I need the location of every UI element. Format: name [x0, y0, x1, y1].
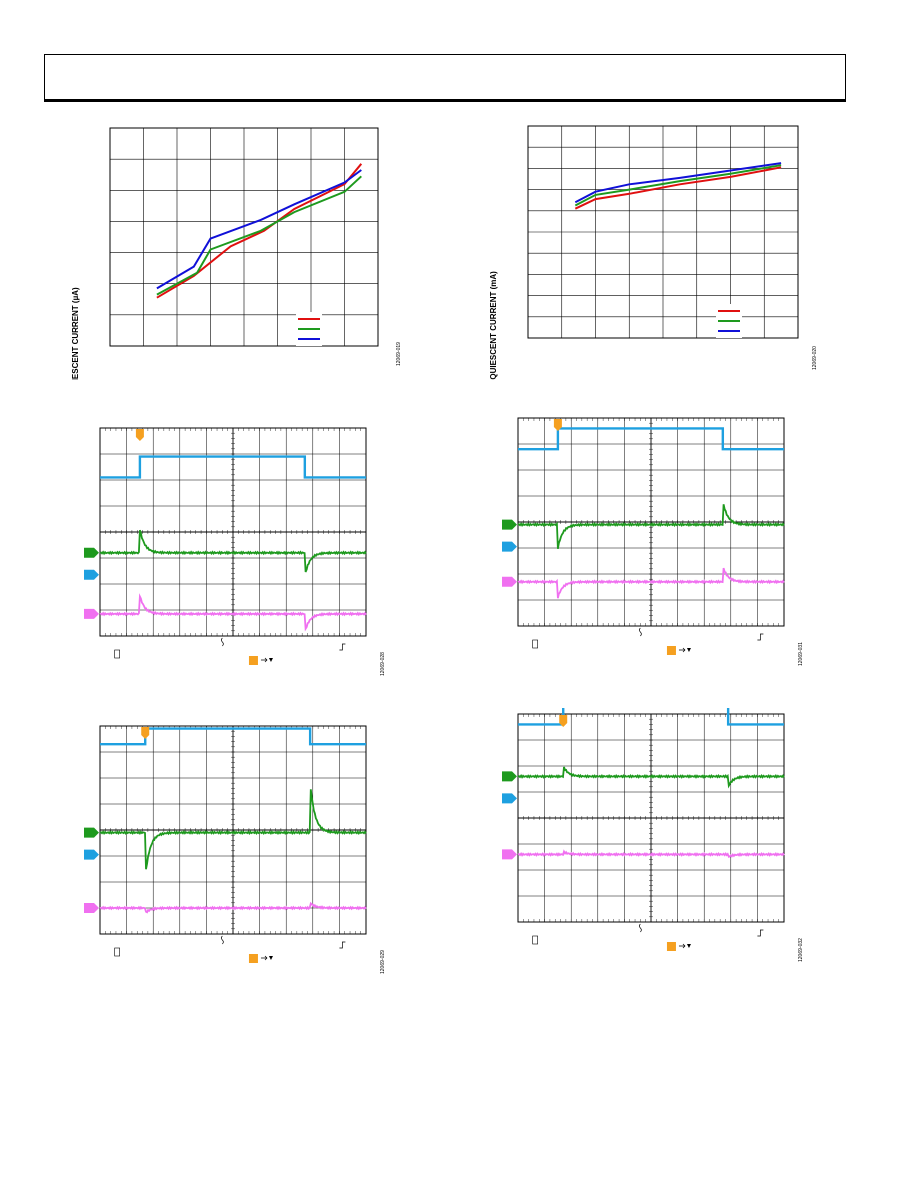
ch1-marker [502, 793, 517, 804]
arrow-icon [678, 647, 686, 653]
ch1-marker [502, 541, 517, 552]
arrow-icon [678, 943, 686, 949]
ch1-trace [518, 427, 784, 451]
edge-icon [757, 929, 764, 937]
chart-legend [716, 304, 742, 338]
figure-id: 12069-029 [380, 950, 386, 974]
trigger-source-icon [666, 942, 676, 951]
status-readout-icon [114, 947, 120, 957]
slope-icon [268, 658, 273, 662]
scope-shot-3: 12069-029 [84, 725, 386, 974]
trigger-marker [553, 419, 562, 431]
edge-icon [339, 643, 346, 651]
ch1-marker [84, 849, 99, 860]
slope-icon [686, 648, 691, 652]
arrow-icon [260, 955, 268, 961]
series-line-blue [156, 169, 362, 290]
figure-id: 12069-019 [396, 342, 400, 366]
ch2-marker [502, 519, 517, 530]
y-axis-label: SHUTDOWN QUIESCENT CURRENT (µA) [71, 287, 80, 380]
figure-id: 12069-020 [812, 346, 818, 370]
ch3-trace [99, 593, 367, 632]
shutdown-current-chart: SHUTDOWN QUIESCENT CURRENT (µA) 12069-01… [71, 127, 400, 380]
ch2-trace [517, 766, 785, 789]
ch3-trace [517, 567, 785, 599]
ch1-marker [84, 569, 99, 580]
edge-icon [757, 633, 764, 641]
status-readout-icon [532, 935, 538, 945]
ch2-trace [99, 789, 367, 870]
series-line-blue [574, 162, 782, 204]
trigger-marker [141, 727, 150, 739]
ch3-marker [502, 849, 517, 860]
ch2-trace [517, 504, 785, 549]
arrow-icon [260, 657, 268, 663]
series-line-red [574, 166, 782, 210]
chart-legend [296, 312, 322, 346]
figure-id: 12069-032 [798, 938, 804, 962]
chart-series [156, 163, 363, 299]
slope-icon [268, 956, 273, 960]
trigger-source-icon [248, 954, 258, 963]
ch3-marker [84, 903, 99, 913]
coupling-icon [639, 923, 642, 933]
scope-shot-2: 12069-031 [502, 417, 804, 666]
ch2-marker [84, 547, 99, 558]
page-header-box [44, 54, 846, 102]
y-axis-label: OPERATING QUIESCENT CURRENT (mA) [489, 271, 498, 380]
trigger-source-icon [248, 656, 258, 665]
operating-current-chart: OPERATING QUIESCENT CURRENT (mA) 12069-0… [489, 125, 818, 380]
chart-series [574, 162, 782, 210]
status-readout-icon [114, 649, 120, 659]
ch3-trace [99, 901, 367, 914]
ch2-trace [99, 529, 367, 573]
chart-grid [527, 125, 799, 339]
series-line-green [574, 164, 782, 207]
coupling-icon [221, 935, 224, 945]
trigger-source-icon [666, 646, 676, 655]
coupling-icon [221, 637, 224, 647]
figure-id: 12069-028 [380, 652, 386, 676]
scope-shot-1: 12069-028 [84, 427, 386, 676]
ch3-marker [84, 608, 99, 619]
series-line-green [156, 175, 362, 296]
scope-shot-4: 12069-032 [502, 708, 804, 962]
ch3-marker [502, 576, 517, 587]
coupling-icon [639, 627, 642, 637]
edge-icon [339, 941, 346, 949]
ch1-trace [100, 727, 366, 746]
series-line-red [156, 163, 363, 299]
status-readout-icon [532, 639, 538, 649]
ch2-marker [502, 771, 517, 782]
ch3-trace [517, 849, 785, 858]
ch2-marker [84, 827, 99, 838]
trigger-marker [135, 429, 144, 441]
ch1-trace [100, 455, 366, 479]
slope-icon [686, 944, 691, 948]
ch1-trace [518, 708, 784, 726]
figure-id: 12069-031 [798, 642, 804, 666]
trigger-marker [559, 715, 568, 727]
